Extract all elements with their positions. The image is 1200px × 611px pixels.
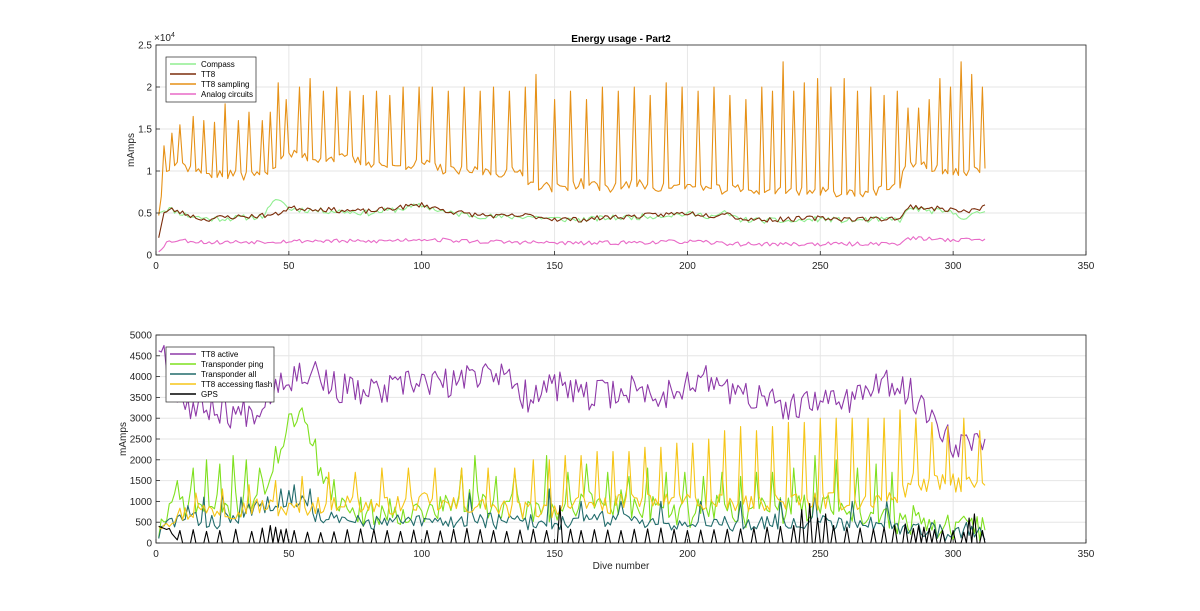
gps-line	[158, 502, 986, 544]
y-tick-label: 0	[146, 539, 152, 550]
top-y-axis-label: mAmps	[126, 133, 137, 167]
legend-label-gps: GPS	[201, 390, 218, 399]
analog-circuits-line	[158, 236, 986, 253]
x-tick-label: 250	[812, 261, 829, 272]
x-tick-label: 0	[153, 261, 159, 272]
x-tick-label: 300	[945, 261, 962, 272]
y-tick-label: 3500	[130, 393, 153, 404]
x-tick-label: 200	[679, 261, 696, 272]
y-tick-label: 2500	[130, 435, 153, 446]
top-exponent-base: ×10	[154, 33, 171, 44]
bottom-y-ticks: 0 500 1000 1500 2000 2500 3000 3500 4000 4500 5000	[130, 331, 160, 550]
top-series-lines	[158, 61, 986, 253]
bottom-series-lines	[158, 344, 986, 544]
tt8-active-line	[158, 344, 986, 458]
top-chart: 0 50 100 150 200 250 300 350 0 0.5 1 1.5 2 2.5 Energ…	[126, 32, 1095, 272]
x-tick-label: 250	[812, 549, 829, 560]
top-exponent-power: 4	[171, 32, 175, 39]
x-tick-label: 100	[413, 261, 430, 272]
top-grid	[155, 44, 1087, 256]
top-x-ticks: 0 50 100 150 200 250 300 350	[153, 251, 1095, 272]
legend-label-transponder-ping: Transponder ping	[201, 360, 263, 369]
bottom-y-axis-label: mAmps	[118, 422, 129, 456]
x-tick-label: 50	[283, 549, 295, 560]
y-tick-label: 2.5	[138, 41, 152, 52]
x-tick-label: 0	[153, 549, 159, 560]
x-tick-label: 150	[546, 261, 563, 272]
legend-label-compass: Compass	[201, 60, 235, 69]
tt8-sampling-line	[158, 61, 986, 216]
y-tick-label: 0.5	[138, 209, 152, 220]
y-tick-label: 0	[146, 251, 152, 262]
x-tick-label: 350	[1078, 261, 1095, 272]
bottom-x-ticks: 0 50 100 150 200 250 300 350	[153, 539, 1095, 560]
x-tick-label: 50	[283, 261, 295, 272]
y-tick-label: 4500	[130, 351, 153, 362]
top-y-ticks: 0 0.5 1 1.5 2 2.5	[138, 41, 160, 262]
x-tick-label: 200	[679, 549, 696, 560]
tt8-line	[158, 202, 986, 238]
tt8-accessing-flash-line	[158, 409, 986, 530]
top-axes-frame	[155, 44, 1087, 256]
y-tick-label: 1000	[130, 497, 153, 508]
legend-label-tt8-active: TT8 active	[201, 350, 239, 359]
legend-label-tt8: TT8	[201, 70, 216, 79]
y-tick-label: 500	[135, 518, 152, 529]
y-tick-label: 3000	[130, 414, 153, 425]
bottom-chart: 0 50 100 150 200 250 300 350 0 500 1000 1500 2000 25…	[118, 331, 1095, 573]
x-tick-label: 100	[413, 549, 430, 560]
bottom-x-axis-label: Dive number	[593, 561, 650, 572]
top-y-exponent-label: ×104	[154, 32, 175, 44]
y-tick-label: 4000	[130, 372, 153, 383]
bottom-grid	[155, 334, 1087, 544]
y-tick-label: 2000	[130, 455, 153, 466]
x-tick-label: 150	[546, 549, 563, 560]
y-tick-label: 2	[146, 83, 152, 94]
legend-label-tt8-accessing-flash: TT8 accessing flash	[201, 380, 272, 389]
legend-label-transponder-all: Transponder all	[201, 370, 257, 379]
top-plot-area	[156, 45, 1086, 255]
x-tick-label: 300	[945, 549, 962, 560]
x-tick-label: 350	[1078, 549, 1095, 560]
top-chart-title: Energy usage - Part2	[571, 34, 671, 45]
legend-label-analog-circuits: Analog circuits	[201, 90, 253, 99]
y-tick-label: 1	[146, 167, 152, 178]
y-tick-label: 1500	[130, 476, 153, 487]
legend-label-tt8-sampling: TT8 sampling	[201, 80, 249, 89]
y-tick-label: 1.5	[138, 125, 152, 136]
y-tick-label: 5000	[130, 331, 153, 342]
